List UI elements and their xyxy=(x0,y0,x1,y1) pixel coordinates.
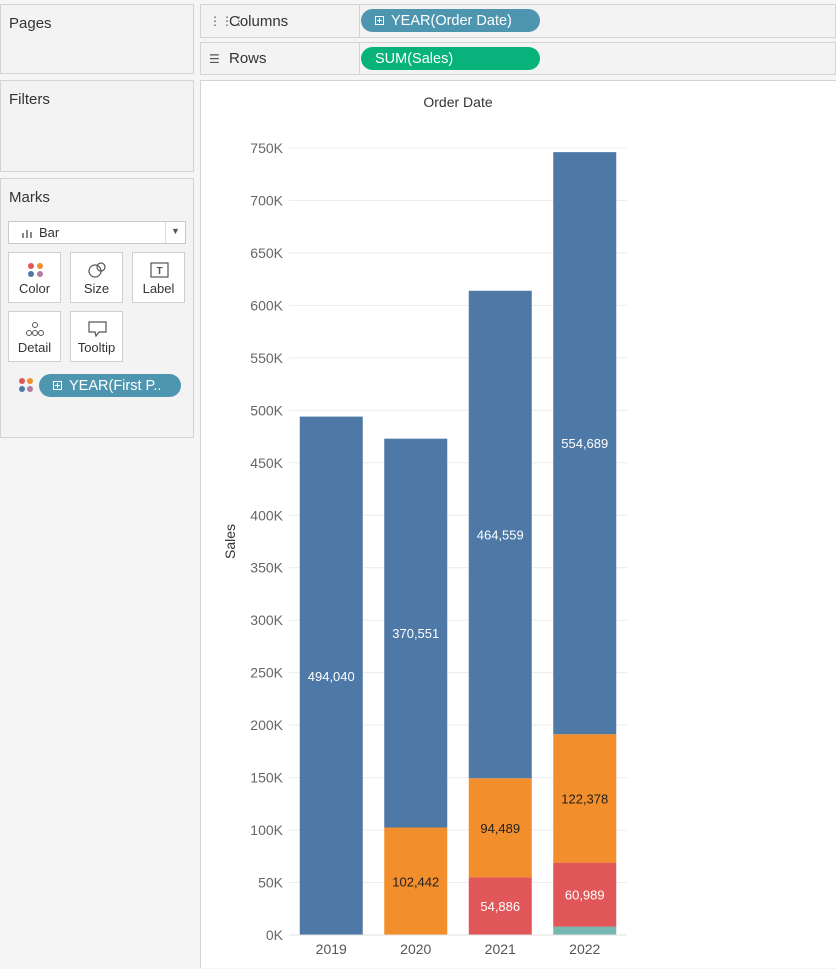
y-tick-label: 450K xyxy=(250,455,283,471)
detail-button[interactable]: Detail xyxy=(8,311,61,362)
bar-segment xyxy=(468,877,532,935)
bar-segment xyxy=(384,438,448,828)
rows-shelf-label: ☰ Rows xyxy=(201,43,360,74)
chevron-down-icon[interactable]: ▼ xyxy=(171,226,180,236)
rows-label: Rows xyxy=(229,50,267,67)
color-button[interactable]: Color xyxy=(8,252,61,303)
filters-title: Filters xyxy=(9,91,50,108)
y-axis-label: Sales xyxy=(222,524,238,559)
svg-text:T: T xyxy=(156,266,162,277)
color-field-pill-label: YEAR(First P.. xyxy=(69,377,162,394)
y-tick-label: 200K xyxy=(250,717,283,733)
columns-icon: ⋮⋮⋮ xyxy=(209,14,245,28)
y-tick-label: 600K xyxy=(250,297,283,313)
bar-segment xyxy=(299,416,363,935)
y-tick-label: 250K xyxy=(250,665,283,681)
label-button[interactable]: T Label xyxy=(132,252,185,303)
columns-shelf[interactable]: ⋮⋮⋮ Columns YEAR(Order Date) xyxy=(200,4,836,38)
size-button[interactable]: Size xyxy=(70,252,123,303)
expand-icon[interactable] xyxy=(375,16,384,25)
tooltip-button[interactable]: Tooltip xyxy=(70,311,123,362)
x-tick-label: 2022 xyxy=(569,941,600,957)
color-pill-icon xyxy=(19,378,33,392)
pages-title: Pages xyxy=(9,15,52,32)
bar-segment xyxy=(468,290,532,779)
y-tick-label: 400K xyxy=(250,507,283,523)
data-label: 554,689 xyxy=(561,436,608,451)
data-label: 102,442 xyxy=(392,874,439,889)
bar-segment xyxy=(384,827,448,935)
y-tick-label: 550K xyxy=(250,350,283,366)
data-label: 494,040 xyxy=(308,669,355,684)
data-label: 54,886 xyxy=(480,899,520,914)
tooltip-icon xyxy=(88,321,107,338)
size-button-label: Size xyxy=(83,281,110,296)
chart-view[interactable]: Order Date 0K 50K 100K 150K 200K 250K 300K 350K 4… xyxy=(200,80,836,968)
y-tick-label: 750K xyxy=(250,140,283,156)
rows-pill-label: SUM(Sales) xyxy=(375,50,454,67)
y-tick-label: 650K xyxy=(250,245,283,261)
detail-button-label: Detail xyxy=(17,340,52,355)
y-tick-label: 350K xyxy=(250,560,283,576)
color-field-pill[interactable]: YEAR(First P.. xyxy=(39,374,181,397)
chart-title: Order Date xyxy=(423,94,492,110)
color-button-label: Color xyxy=(18,281,51,296)
y-tick-label: 700K xyxy=(250,192,283,208)
data-label: 370,551 xyxy=(392,626,439,641)
mark-type-dropdown[interactable]: Bar ▼ xyxy=(8,221,186,244)
bar-chart[interactable]: Order Date 0K 50K 100K 150K 200K 250K 300K 350K 4… xyxy=(201,81,836,969)
data-label: 122,378 xyxy=(561,791,608,806)
rows-pill[interactable]: SUM(Sales) xyxy=(361,47,540,70)
bar-segment xyxy=(553,734,617,863)
size-icon xyxy=(88,262,106,278)
y-tick-label: 50K xyxy=(258,875,284,891)
y-tick-label: 500K xyxy=(250,402,283,418)
y-tick-label: 150K xyxy=(250,770,283,786)
filters-panel[interactable]: Filters xyxy=(0,80,194,172)
pages-panel[interactable]: Pages xyxy=(0,4,194,74)
color-icon xyxy=(28,263,43,277)
y-tick-label: 0K xyxy=(266,927,284,943)
detail-icon xyxy=(26,322,44,336)
columns-shelf-label: ⋮⋮⋮ Columns xyxy=(201,5,360,37)
marks-title: Marks xyxy=(9,189,50,206)
label-button-label: Label xyxy=(142,281,175,296)
columns-label: Columns xyxy=(229,12,289,30)
rows-shelf[interactable]: ☰ Rows SUM(Sales) xyxy=(200,42,836,75)
bar-segment xyxy=(553,862,617,927)
bar-segment xyxy=(553,926,617,935)
data-label: 94,489 xyxy=(480,821,520,836)
tooltip-button-label: Tooltip xyxy=(77,340,116,355)
data-label: 60,989 xyxy=(565,888,605,903)
y-tick-label: 300K xyxy=(250,612,283,628)
columns-pill-label: YEAR(Order Date) xyxy=(391,12,512,29)
mark-type-label: Bar xyxy=(39,225,60,240)
columns-pill[interactable]: YEAR(Order Date) xyxy=(361,9,540,32)
x-tick-label: 2021 xyxy=(485,941,516,957)
bar-segment xyxy=(468,778,532,878)
data-label: 464,559 xyxy=(477,528,524,543)
bar-segment xyxy=(553,152,617,735)
label-icon: T xyxy=(150,262,169,278)
x-tick-label: 2019 xyxy=(316,941,347,957)
marks-panel: Marks xyxy=(0,178,194,438)
expand-icon[interactable] xyxy=(53,381,62,390)
bar-chart-icon xyxy=(22,230,32,238)
x-tick-label: 2020 xyxy=(400,941,431,957)
rows-icon: ☰ xyxy=(209,51,220,66)
y-tick-label: 100K xyxy=(250,822,283,838)
